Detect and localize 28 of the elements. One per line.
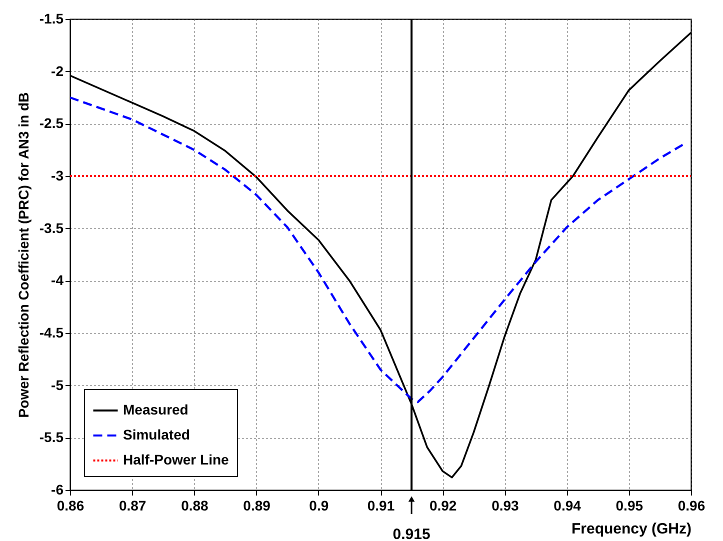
line-series xyxy=(70,96,686,404)
x-tick-label: 0.94 xyxy=(554,498,582,514)
x-tick-label: 0.96 xyxy=(678,498,706,514)
x-tick-label: 0.93 xyxy=(492,498,520,514)
legend-label: Simulated xyxy=(123,426,190,442)
y-tick-label: -5.5 xyxy=(39,429,64,446)
y-tick-label: -4 xyxy=(51,272,64,288)
x-tick-label: 0.92 xyxy=(429,498,457,514)
y-tick-label: -2 xyxy=(51,62,64,79)
x-tick-label: 0.88 xyxy=(181,498,209,514)
x-tick-label: 0.9 xyxy=(309,498,329,514)
y-tick-label: -3.5 xyxy=(39,220,64,236)
y-tick-label: -1.5 xyxy=(39,10,64,26)
y-tick-label: -4.5 xyxy=(39,324,64,340)
x-tick-label: 0.87 xyxy=(118,498,146,514)
y-tick-label: -3 xyxy=(51,168,64,184)
y-tick-label: -6 xyxy=(51,482,64,498)
y-tick-label: -5 xyxy=(51,376,64,393)
legend-label: Measured xyxy=(123,402,188,418)
x-tick-label: 0.95 xyxy=(616,498,644,514)
legend-label: Half-Power Line xyxy=(123,452,230,468)
x-tick-label: 0.89 xyxy=(243,498,271,514)
x-tick-label: 0.91 xyxy=(367,498,395,514)
y-axis-title: Power Reflection Coefficient (PRC) for AN3 in dB xyxy=(15,92,32,418)
ref-line-label: 0.915 xyxy=(392,526,430,541)
x-axis-title: Frequency (GHz) xyxy=(571,520,692,538)
x-tick-label: 0.86 xyxy=(56,498,84,514)
y-tick-label: -2.5 xyxy=(39,115,64,132)
